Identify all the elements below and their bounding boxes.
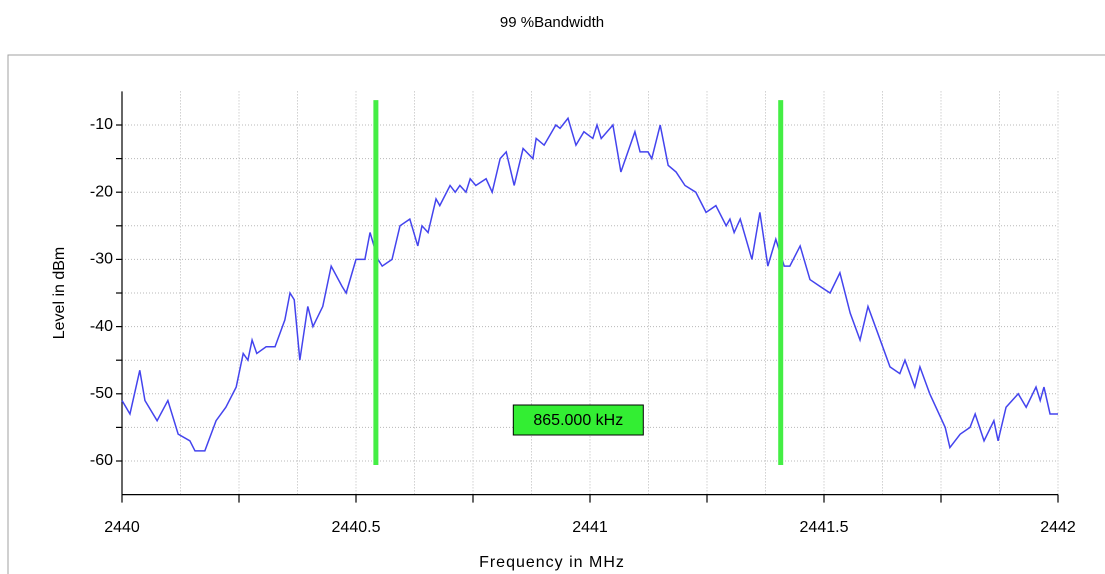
x-tick-label: 2441.5 — [800, 519, 849, 536]
y-tick-label: -60 — [90, 452, 113, 469]
y-tick-label: -10 — [90, 116, 113, 133]
y-tick-label: -20 — [90, 183, 113, 200]
x-tick-label: 2440 — [104, 519, 140, 536]
x-axis-label: Frequency in MHz — [479, 554, 625, 571]
y-tick-label: -40 — [90, 318, 113, 335]
trace-line — [121, 116, 1058, 452]
x-tick-label: 2442 — [1040, 519, 1076, 536]
y-tick-label: -50 — [90, 385, 113, 402]
annotation-box — [512, 404, 644, 436]
y-tick-label: -30 — [90, 251, 113, 268]
x-tick-label: 2441 — [572, 519, 608, 536]
frame — [7, 54, 1105, 574]
x-tick-label: 2440.5 — [332, 519, 381, 536]
chart-title: 99 %Bandwidth — [500, 14, 604, 31]
annotation-label: 865.000 kHz — [533, 412, 623, 429]
y-axis-label: Level in dBm — [51, 247, 68, 340]
